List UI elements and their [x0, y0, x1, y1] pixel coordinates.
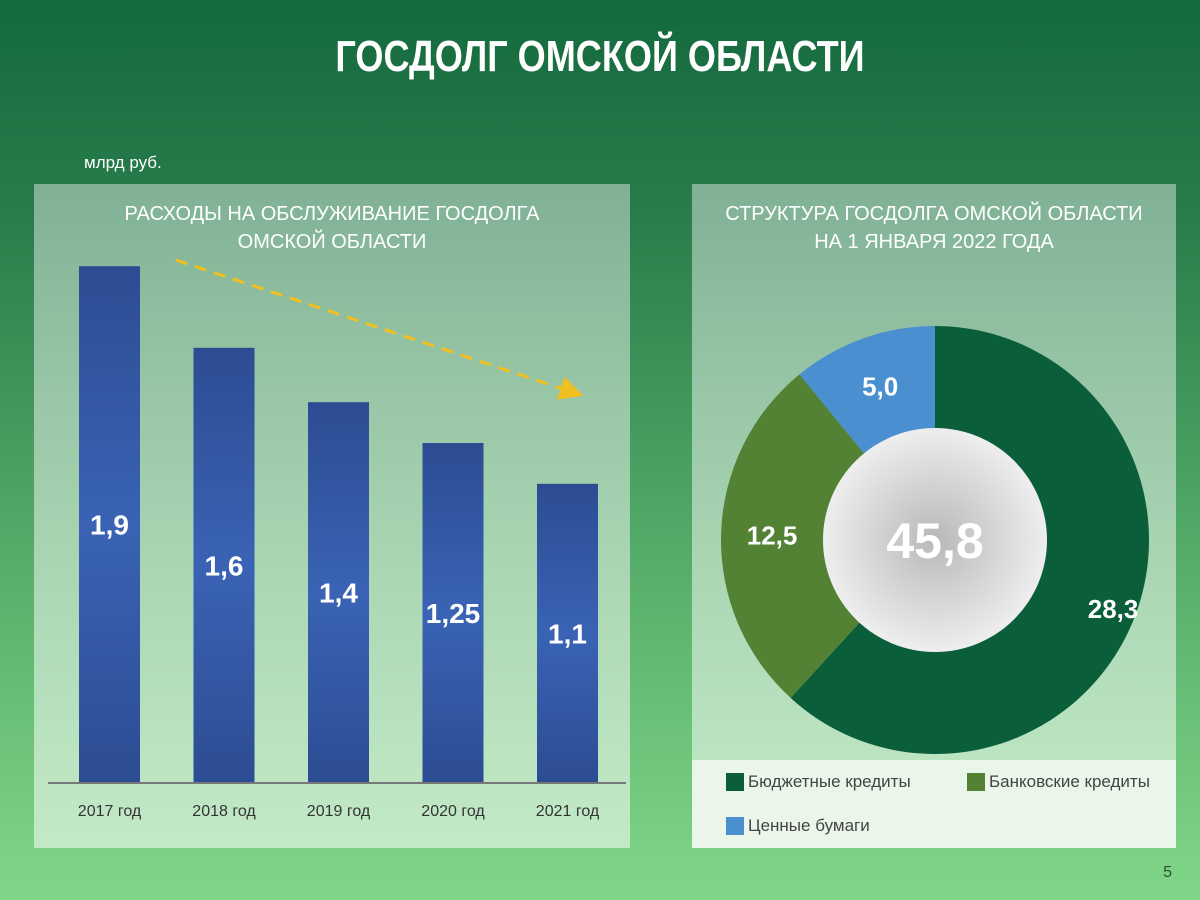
- donut-total-label: 45,8: [886, 513, 983, 569]
- donut-chart: 28,3 12,5 5,0 45,8: [721, 326, 1149, 754]
- x-tick-label: 2017 год: [78, 803, 142, 820]
- legend-swatch: [726, 817, 744, 835]
- legend-label: Бюджетные кредиты: [748, 772, 911, 791]
- slice-value-label: 28,3: [1088, 594, 1139, 624]
- bar-value-label: 1,1: [548, 618, 587, 649]
- page-number: 5: [1163, 864, 1172, 881]
- x-tick-label: 2020 год: [421, 803, 485, 820]
- slice-value-label: 12,5: [747, 521, 798, 551]
- donut-chart-title: СТРУКТУРА ГОСДОЛГА ОМСКОЙ ОБЛАСТИ НА 1 Я…: [692, 200, 1176, 256]
- donut-chart-panel: СТРУКТУРА ГОСДОЛГА ОМСКОЙ ОБЛАСТИ НА 1 Я…: [692, 184, 1176, 848]
- bar-chart: 1,9 2017 год 1,6 2018 год 1,4 2019 год 1,25 202…: [48, 258, 626, 820]
- bar-value-label: 1,6: [205, 550, 244, 581]
- x-tick-label: 2018 год: [192, 803, 256, 820]
- bar-chart-title: РАСХОДЫ НА ОБСЛУЖИВАНИЕ ГОСДОЛГА ОМСКОЙ …: [34, 200, 630, 256]
- unit-label: млрд руб.: [84, 153, 162, 172]
- bar-value-label: 1,9: [90, 510, 129, 541]
- bar: [422, 443, 484, 783]
- bar: [537, 483, 598, 783]
- legend-label: Банковские кредиты: [989, 772, 1150, 791]
- legend-swatch: [726, 773, 744, 791]
- bar-chart-title-line: ОМСКОЙ ОБЛАСТИ: [237, 231, 427, 253]
- legend-item-budget: Бюджетные кредиты: [726, 772, 911, 792]
- legend-label: Ценные бумаги: [748, 816, 870, 835]
- trend-arrow: [175, 258, 584, 400]
- bar-value-label: 1,4: [319, 578, 358, 609]
- x-tick-label: 2019 год: [307, 803, 371, 820]
- page-title: ГОСДОЛГ ОМСКОЙ ОБЛАСТИ: [335, 32, 865, 81]
- donut-legend: Бюджетные кредиты Банковские кредиты Цен…: [692, 760, 1176, 848]
- legend-item-bank: Банковские кредиты: [967, 772, 1150, 792]
- legend-item-securities: Ценные бумаги: [726, 816, 870, 836]
- bar-chart-panel: РАСХОДЫ НА ОБСЛУЖИВАНИЕ ГОСДОЛГА ОМСКОЙ …: [34, 184, 630, 848]
- x-tick-label: 2021 год: [536, 803, 600, 820]
- bar-value-label: 1,25: [426, 598, 481, 629]
- donut-chart-title-line: СТРУКТУРА ГОСДОЛГА ОМСКОЙ ОБЛАСТИ: [725, 203, 1143, 225]
- slice-value-label: 5,0: [862, 371, 898, 401]
- legend-swatch: [967, 773, 985, 791]
- bar: [79, 266, 140, 783]
- donut-center: [823, 428, 1047, 652]
- bar: [193, 347, 255, 783]
- bar-chart-title-line: РАСХОДЫ НА ОБСЛУЖИВАНИЕ ГОСДОЛГА: [124, 203, 540, 225]
- bar: [308, 402, 369, 783]
- donut-chart-title-line: НА 1 ЯНВАРЯ 2022 ГОДА: [814, 231, 1054, 253]
